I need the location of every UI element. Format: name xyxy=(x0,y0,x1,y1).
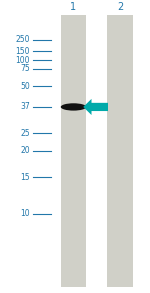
Text: 10: 10 xyxy=(20,209,30,218)
Text: 2: 2 xyxy=(117,2,123,12)
Text: 15: 15 xyxy=(20,173,30,182)
Text: 50: 50 xyxy=(20,82,30,91)
Text: 250: 250 xyxy=(15,35,30,44)
Bar xyxy=(61,15,86,287)
Text: 150: 150 xyxy=(15,47,30,56)
Text: 100: 100 xyxy=(15,56,30,64)
Bar xyxy=(107,15,133,287)
Text: 37: 37 xyxy=(20,103,30,111)
Text: 20: 20 xyxy=(20,146,30,155)
FancyArrow shape xyxy=(83,99,108,115)
Text: 75: 75 xyxy=(20,64,30,73)
Text: 1: 1 xyxy=(70,2,76,12)
Ellipse shape xyxy=(61,103,86,110)
Text: 25: 25 xyxy=(20,129,30,138)
